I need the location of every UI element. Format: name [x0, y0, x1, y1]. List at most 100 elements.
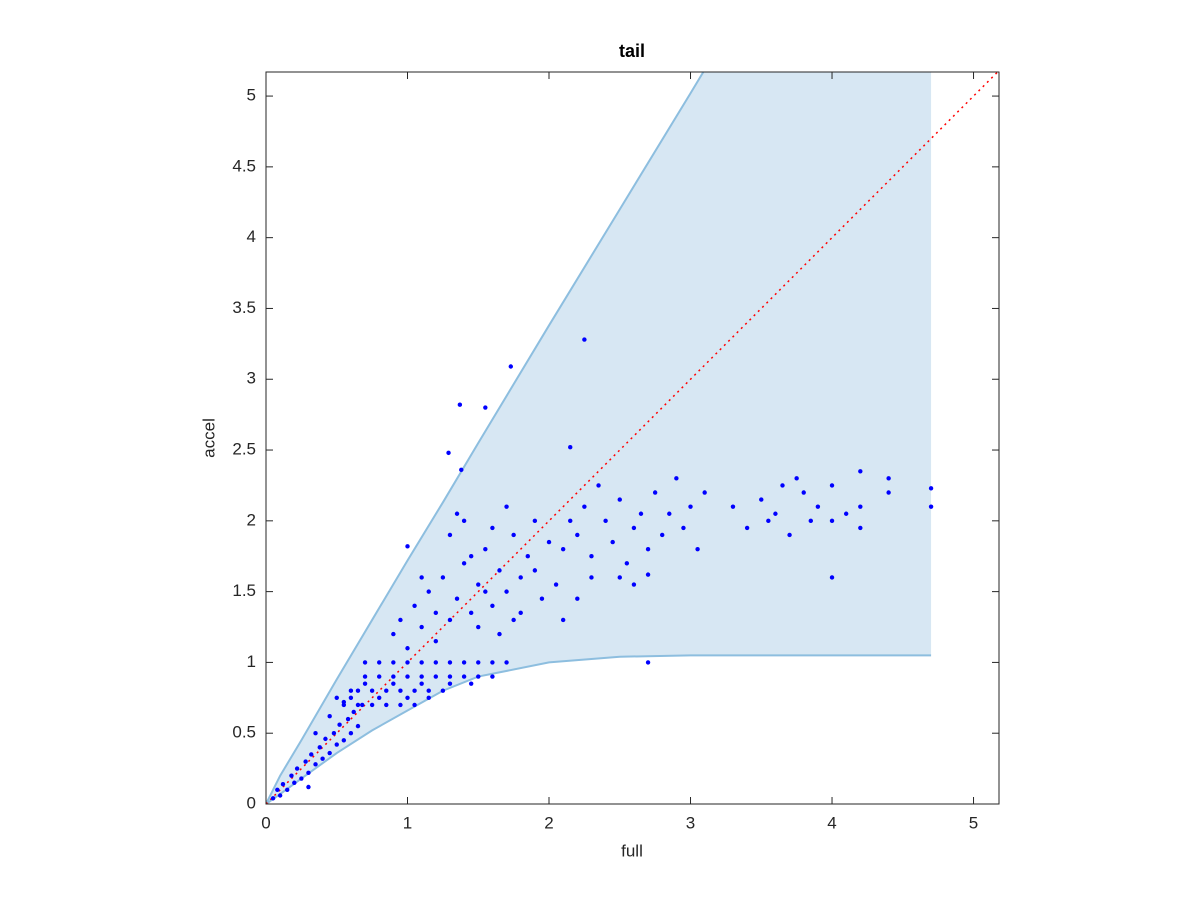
- data-point: [794, 476, 799, 481]
- data-point: [603, 518, 608, 524]
- x-tick-label: 4: [827, 813, 836, 832]
- data-point: [624, 561, 630, 566]
- data-point: [377, 695, 382, 701]
- data-point: [688, 504, 693, 509]
- y-tick-label: 2: [247, 510, 256, 529]
- data-point: [829, 483, 835, 488]
- data-point: [801, 490, 806, 495]
- data-point: [306, 784, 311, 790]
- data-point: [447, 617, 453, 623]
- y-tick-label: 0.5: [232, 723, 256, 742]
- data-point: [652, 490, 658, 495]
- data-point: [313, 731, 318, 736]
- data-point: [532, 518, 538, 524]
- data-point: [773, 511, 778, 516]
- data-point: [391, 674, 396, 679]
- data-point: [476, 674, 481, 679]
- data-point: [405, 674, 410, 679]
- y-tick-label: 5: [247, 86, 256, 105]
- data-point: [398, 617, 403, 623]
- data-point: [309, 752, 314, 757]
- y-tick-label: 2.5: [232, 440, 256, 459]
- data-point: [384, 688, 389, 693]
- data-point: [589, 575, 594, 580]
- data-point: [447, 674, 453, 679]
- data-point: [511, 532, 516, 538]
- data-point: [476, 624, 481, 630]
- data-point: [419, 624, 424, 630]
- data-point: [476, 582, 481, 587]
- data-point: [787, 532, 792, 538]
- data-point: [369, 688, 375, 693]
- data-point: [426, 695, 431, 701]
- axes-box: [265, 71, 1000, 805]
- data-point: [348, 688, 354, 693]
- data-point: [419, 674, 424, 679]
- data-point: [454, 596, 460, 601]
- data-point: [320, 756, 325, 761]
- data-point: [886, 490, 891, 495]
- data-point: [858, 469, 863, 474]
- data-point: [348, 695, 354, 701]
- data-point: [886, 476, 891, 481]
- x-tick-label: 3: [686, 813, 695, 832]
- data-point: [447, 532, 453, 538]
- data-point: [928, 486, 934, 491]
- data-point: [405, 544, 410, 549]
- data-point: [447, 660, 453, 665]
- data-point: [419, 681, 424, 686]
- data-point: [645, 572, 651, 577]
- data-point: [323, 736, 328, 742]
- data-point: [843, 511, 849, 516]
- data-point: [476, 660, 481, 665]
- data-point: [277, 793, 283, 798]
- data-point: [334, 695, 339, 701]
- data-point: [483, 589, 488, 594]
- data-point: [391, 681, 396, 686]
- data-point: [511, 617, 516, 623]
- data-point: [490, 674, 495, 679]
- data-point: [447, 681, 453, 686]
- data-point: [780, 483, 785, 488]
- data-point: [334, 742, 339, 747]
- data-point: [289, 773, 294, 778]
- data-point: [660, 532, 665, 538]
- data-point: [504, 660, 509, 665]
- data-point: [730, 504, 736, 509]
- data-point: [294, 766, 300, 771]
- data-point: [497, 568, 502, 573]
- x-tick-label: 2: [544, 813, 553, 832]
- data-point: [377, 674, 382, 679]
- data-point: [303, 759, 308, 764]
- data-point: [553, 582, 559, 587]
- data-point: [645, 660, 651, 665]
- data-point: [384, 702, 389, 708]
- data-point: [405, 695, 410, 701]
- data-point: [426, 589, 431, 594]
- data-point: [518, 575, 523, 580]
- data-point: [369, 702, 375, 708]
- y-axis-label: accel: [199, 418, 218, 458]
- y-tick-label: 4.5: [232, 156, 256, 175]
- data-point: [568, 445, 573, 450]
- data-point: [391, 660, 396, 665]
- x-axis-label: full: [621, 841, 643, 860]
- data-point: [285, 787, 290, 793]
- data-point: [504, 504, 509, 509]
- data-point: [759, 497, 764, 502]
- data-point: [457, 402, 463, 407]
- data-point: [490, 660, 495, 665]
- data-point: [362, 674, 368, 679]
- data-point: [631, 582, 637, 587]
- data-point: [412, 603, 417, 608]
- data-point: [461, 518, 467, 524]
- data-point: [504, 589, 509, 594]
- data-point: [440, 575, 446, 580]
- data-point: [681, 525, 686, 531]
- data-point: [808, 518, 813, 524]
- data-point: [341, 702, 347, 708]
- data-point: [362, 681, 368, 686]
- data-point: [355, 702, 361, 708]
- data-point: [766, 518, 771, 524]
- data-point: [419, 660, 424, 665]
